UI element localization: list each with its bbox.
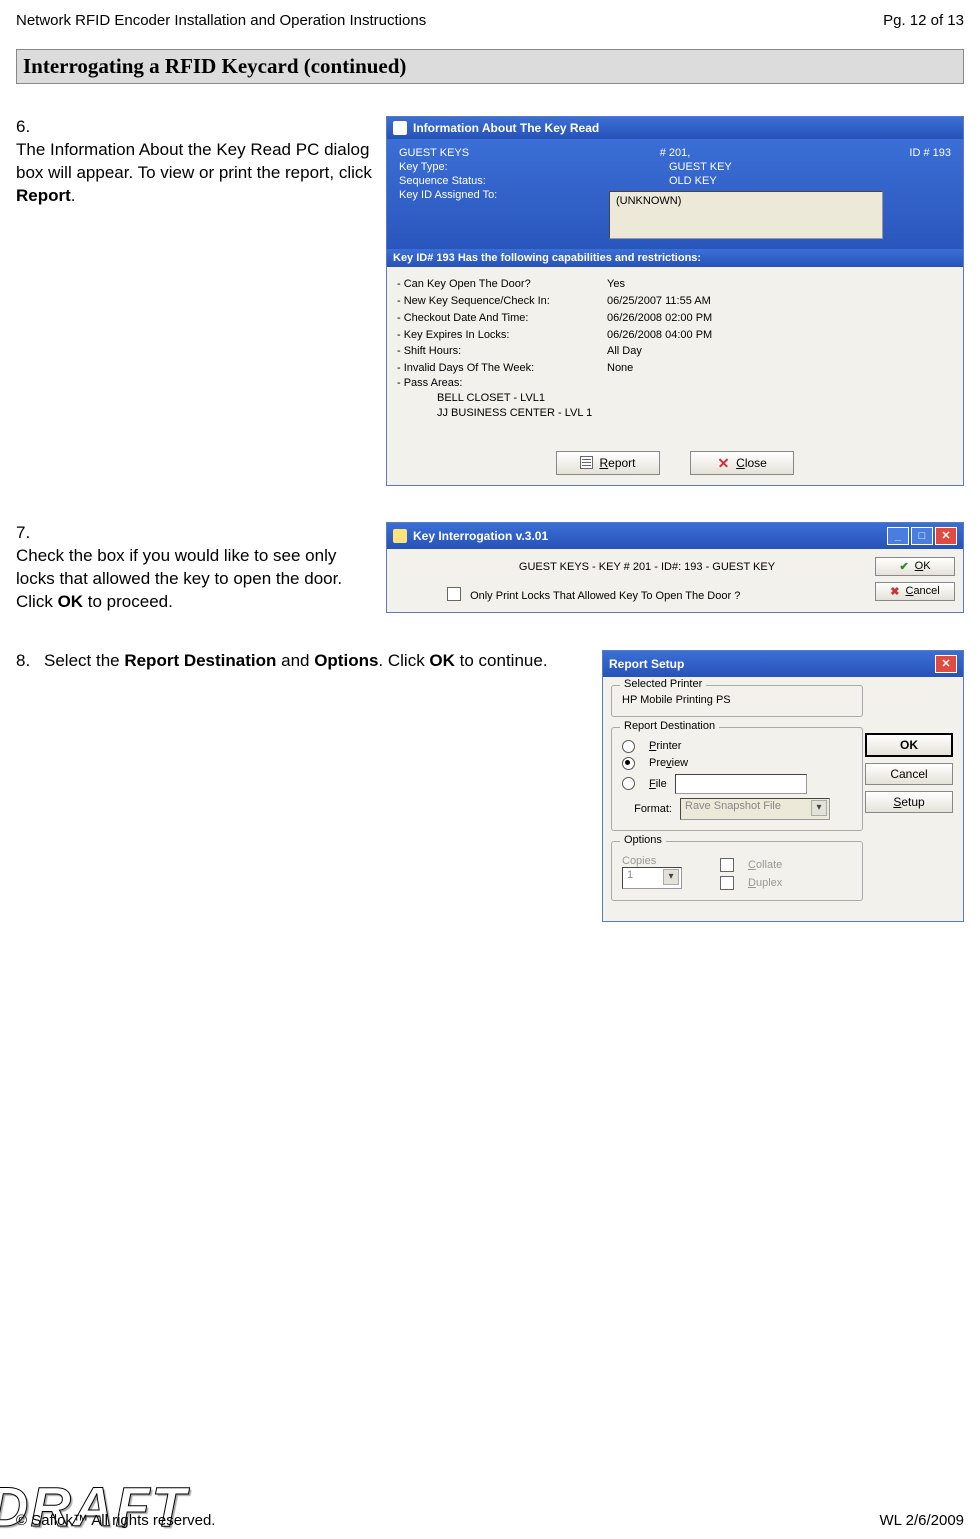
cap-v-4: All Day [607,344,953,359]
cap-pass2: JJ BUSINESS CENTER - LVL 1 [397,406,953,421]
cancel-button-d3[interactable]: Cancel [865,763,953,785]
cap-k-3: - Key Expires In Locks: [397,328,607,343]
step8-text-f: OK [429,651,455,670]
draft-watermark: DRAFT [0,1474,188,1539]
dialog1-id-num: ID # 193 [767,147,951,159]
header-left: Network RFID Encoder Installation and Op… [16,12,426,29]
step6-text-a: The Information About the Key Read PC di… [16,140,372,182]
radio-file[interactable] [622,777,635,790]
options-legend: Options [620,834,666,846]
section-title: Interrogating a RFID Keycard (continued) [16,49,964,84]
step6-text-b: Report [16,186,71,205]
cap-pass-label: - Pass Areas: [397,376,953,391]
copies-input[interactable]: 1 [622,867,682,889]
info-key-read-dialog: Information About The Key Read GUEST KEY… [386,116,964,486]
cap-k-0: - Can Key Open The Door? [397,277,607,292]
dialog2-checkbox-label: Only Print Locks That Allowed Key To Ope… [470,590,740,602]
step6-text-c: . [71,186,76,205]
radio-printer[interactable] [622,740,635,753]
window-close-button-d3[interactable]: ✕ [935,655,957,673]
setup-button-d3[interactable]: Setup [865,791,953,813]
cap-k-1: - New Key Sequence/Check In: [397,294,607,309]
dialog3-titlebar: Report Setup ✕ [603,651,963,677]
cap-v-3: 06/26/2008 04:00 PM [607,328,953,343]
report-button[interactable]: Report [556,451,660,475]
cap-v-0: Yes [607,277,953,292]
step8-text-g: to continue. [455,651,548,670]
dialog1-assigned-label: Key ID Assigned To: [399,189,609,239]
report-btn-rest: eport [608,456,635,470]
cancel-button-d2[interactable]: ✖ Cancel [875,582,955,601]
close-button[interactable]: Close [690,451,794,475]
printer-legend: Selected Printer [620,678,706,690]
x-icon: ✖ [890,585,899,598]
dialog2-icon [393,529,407,543]
collate-checkbox[interactable] [720,858,734,872]
ok-button-d3[interactable]: OK [865,733,953,757]
dialog1-title: Information About The Key Read [413,121,599,135]
step7-text-c: to proceed. [83,592,173,611]
printer-value: HP Mobile Printing PS [622,694,852,706]
dialog2-title: Key Interrogation v.3.01 [413,529,548,543]
dialog1-icon [393,121,407,135]
maximize-button[interactable]: □ [911,527,933,545]
dialog1-keytype-value: GUEST KEY [609,161,951,173]
dialog1-seq-label: Sequence Status: [399,175,609,187]
dialog2-titlebar: Key Interrogation v.3.01 _ □ ✕ [387,523,963,549]
dialog1-room-num: # 201, [583,147,767,159]
close-btn-rest: lose [745,456,767,470]
step7-text-b: OK [58,592,84,611]
key-interrogation-dialog: Key Interrogation v.3.01 _ □ ✕ ✔ OK ✖ Ca… [386,522,964,613]
step6-num: 6. [16,116,44,139]
cap-v-1: 06/25/2007 11:55 AM [607,294,953,309]
ok-button-d2[interactable]: ✔ OK [875,557,955,576]
step8-text-c: and [276,651,314,670]
format-label: Format: [622,803,672,815]
report-setup-dialog: Report Setup ✕ OK Cancel Setup Selected … [602,650,964,922]
step8-text-b: Report Destination [124,651,276,670]
header-right: Pg. 12 of 13 [883,12,964,29]
close-icon [717,456,730,469]
radio-preview[interactable] [622,757,635,770]
dialog1-cap-header: Key ID# 193 Has the following capabiliti… [387,249,963,267]
window-close-button[interactable]: ✕ [935,527,957,545]
cap-v-2: 06/26/2008 02:00 PM [607,311,953,326]
copies-label: Copies [622,855,712,867]
only-print-checkbox[interactable] [447,587,461,601]
footer-left: © Saflok™ All rights reserved. [16,1512,215,1529]
report-icon [580,456,593,469]
footer-right: WL 2/6/2009 [880,1512,965,1529]
dialog1-titlebar: Information About The Key Read [387,117,963,139]
dialog3-title: Report Setup [609,657,684,671]
step8-text-d: Options [314,651,378,670]
step8-text-a: Select the [44,651,124,670]
minimize-button[interactable]: _ [887,527,909,545]
cap-k-5: - Invalid Days Of The Week: [397,361,607,376]
step8-text-e: . Click [378,651,429,670]
dialog1-guest-keys: GUEST KEYS [399,147,583,159]
step7-num: 7. [16,522,44,545]
check-icon: ✔ [899,560,908,573]
format-select[interactable]: Rave Snapshot File [680,798,830,820]
dialog2-line1: GUEST KEYS - KEY # 201 - ID#: 193 - GUES… [447,561,847,573]
cap-pass1: BELL CLOSET - LVL1 [397,391,953,406]
dialog1-seq-value: OLD KEY [609,175,951,187]
dialog1-assigned-value: (UNKNOWN) [609,191,883,239]
step8-num: 8. [16,650,44,673]
cap-k-2: - Checkout Date And Time: [397,311,607,326]
file-input[interactable] [675,774,807,794]
cap-v-5: None [607,361,953,376]
duplex-checkbox[interactable] [720,876,734,890]
dest-legend: Report Destination [620,720,719,732]
cap-k-4: - Shift Hours: [397,344,607,359]
dialog1-keytype-label: Key Type: [399,161,609,173]
